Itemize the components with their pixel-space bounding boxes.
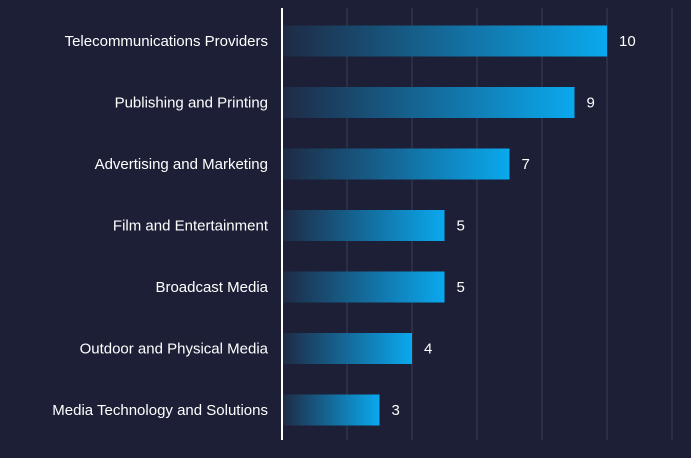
gridlines <box>346 8 673 440</box>
value-label: 9 <box>587 95 595 112</box>
value-label: 4 <box>424 341 432 358</box>
value-label: 10 <box>619 33 636 50</box>
bar <box>282 394 380 426</box>
value-label: 7 <box>522 156 530 173</box>
category-labels: Telecommunications Providers Publishing a… <box>52 33 269 419</box>
value-labels: 10 9 7 5 5 4 3 <box>392 33 636 419</box>
bar <box>282 25 607 57</box>
bar <box>282 271 445 303</box>
value-label: 5 <box>457 279 465 296</box>
bar <box>282 148 510 180</box>
value-label: 5 <box>457 218 465 235</box>
category-label: Advertising and Marketing <box>95 156 268 173</box>
category-label: Publishing and Printing <box>115 95 268 112</box>
category-label: Telecommunications Providers <box>65 33 268 50</box>
bar <box>282 333 412 364</box>
bar <box>282 210 445 241</box>
category-label: Film and Entertainment <box>113 218 269 235</box>
bar <box>282 87 575 118</box>
bars <box>282 25 607 426</box>
category-label: Media Technology and Solutions <box>52 402 268 419</box>
category-label: Broadcast Media <box>155 279 268 296</box>
category-label: Outdoor and Physical Media <box>80 341 269 358</box>
value-label: 3 <box>392 402 400 419</box>
